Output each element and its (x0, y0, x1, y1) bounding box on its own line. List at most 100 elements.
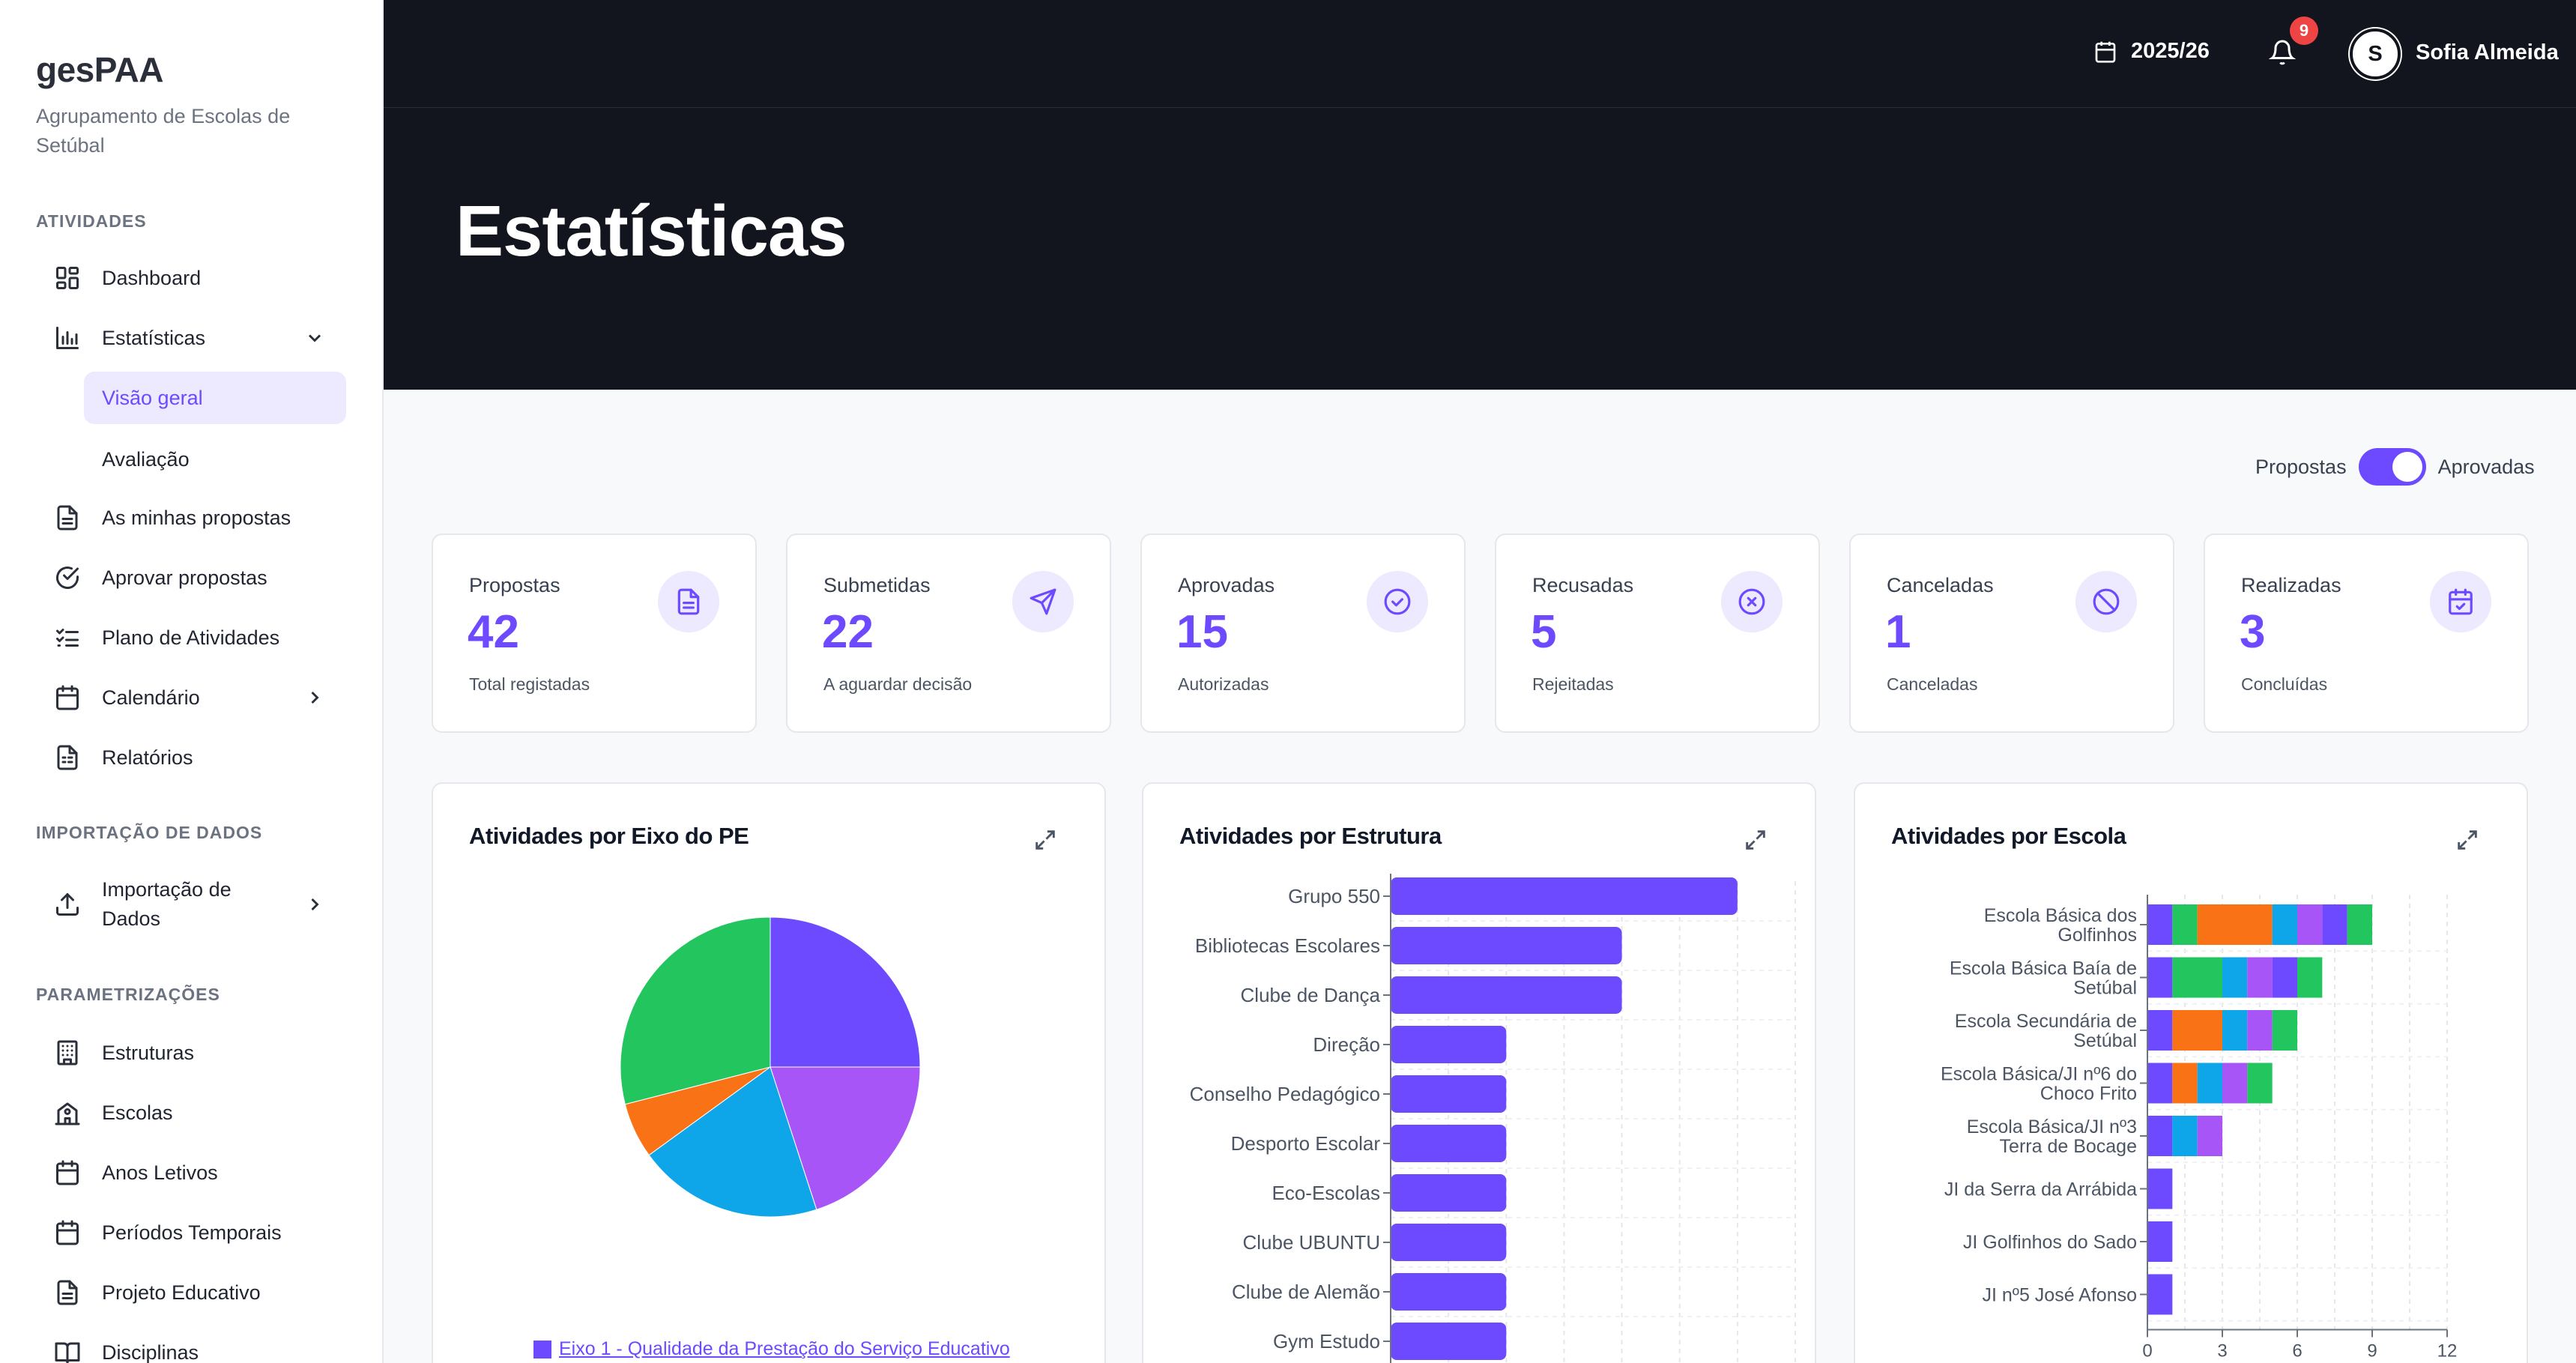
tick-label: Escola Básica dos Golfinhos (1984, 905, 2137, 946)
chevron-right-icon[interactable] (304, 687, 325, 708)
tick-label: JI nº5 José Afonso (1983, 1285, 2137, 1306)
tick-label: Conselho Pedagógico (1190, 1083, 1380, 1105)
report-icon (52, 743, 82, 773)
sidebar-item-importacao[interactable]: Importação de Dados (52, 863, 346, 946)
bar-segment[interactable] (2272, 957, 2297, 998)
user-name[interactable]: Sofia Almeida (2416, 40, 2559, 64)
bar[interactable] (1391, 1026, 1507, 1063)
section-title-parametrizacoes: PARAMETRIZAÇÕES (36, 985, 220, 1004)
bar-segment[interactable] (2197, 1063, 2222, 1104)
bar-segment[interactable] (2347, 904, 2372, 945)
toggle-right-label: Aprovadas (2437, 455, 2535, 478)
bar-segment[interactable] (2147, 957, 2173, 998)
pie-slice-1[interactable] (770, 1066, 921, 1210)
sidebar-subitem-avaliacao[interactable]: Avaliação (102, 447, 190, 471)
sidebar-item-plano-atividades[interactable]: Plano de Atividades (52, 613, 346, 662)
book-icon (52, 1338, 82, 1363)
sidebar-item-label: Estruturas (102, 1041, 195, 1064)
stat-card-realizadas: Realizadas 3 Concluídas (2204, 534, 2529, 733)
sidebar-item-minhas-propostas[interactable]: As minhas propostas (52, 493, 346, 543)
bar-segment[interactable] (2247, 1063, 2273, 1104)
bar-segment[interactable] (2172, 1116, 2198, 1156)
notifications-button[interactable] (2268, 39, 2299, 69)
sidebar-item-projeto-educativo[interactable]: Projeto Educativo (52, 1268, 346, 1317)
toggle-switch[interactable] (2358, 448, 2426, 486)
sidebar-item-calendario[interactable]: Calendário (52, 673, 346, 722)
bar[interactable] (1391, 877, 1738, 915)
sidebar-item-aprovar-propostas[interactable]: Aprovar propostas (52, 553, 346, 602)
bar[interactable] (1391, 1224, 1507, 1261)
bar-segment[interactable] (2147, 904, 2173, 945)
bar-segment[interactable] (2272, 1010, 2297, 1051)
bar-segment[interactable] (2172, 904, 2198, 945)
avatar[interactable]: S (2350, 28, 2401, 79)
brand-logo[interactable]: gesPAA (36, 50, 163, 89)
sidebar-item-periodos-temporais[interactable]: Períodos Temporais (52, 1208, 346, 1257)
section-title-importacao: IMPORTAÇÃO DE DADOS (36, 823, 263, 842)
bar[interactable] (1391, 976, 1622, 1014)
bar-segment[interactable] (2147, 1010, 2173, 1051)
chart-card-eixo: Atividades por Eixo do PE Eixo 1 - Quali… (432, 782, 1106, 1363)
stat-value: 42 (468, 606, 519, 658)
chevron-right-icon[interactable] (304, 894, 325, 915)
sidebar-item-dashboard[interactable]: Dashboard (52, 253, 346, 303)
sidebar-item-label: Calendário (102, 686, 200, 709)
bar-segment[interactable] (2272, 904, 2297, 945)
bar-segment[interactable] (2197, 1116, 2222, 1156)
bar[interactable] (1391, 1174, 1507, 1212)
bar[interactable] (1391, 1125, 1507, 1162)
bar-segment[interactable] (2247, 1010, 2273, 1051)
legend-item[interactable]: Eixo 1 - Qualidade da Prestação do Servi… (533, 1338, 1010, 1360)
bar-segment[interactable] (2247, 957, 2273, 998)
bar-segment[interactable] (2297, 957, 2323, 998)
pie-slice-4[interactable] (620, 916, 771, 1105)
sidebar-item-label: Plano de Atividades (102, 626, 280, 649)
stat-label: Canceladas (1887, 574, 1994, 596)
expand-icon[interactable] (2455, 827, 2480, 853)
sidebar-item-escolas[interactable]: Escolas (52, 1088, 346, 1137)
bar-segment[interactable] (2322, 904, 2347, 945)
bar[interactable] (1391, 1075, 1507, 1113)
bar-chart-icon (52, 323, 82, 353)
bar-segment[interactable] (2172, 957, 2222, 998)
bar-segment[interactable] (2147, 1063, 2173, 1104)
notification-badge: 9 (2290, 16, 2318, 45)
bar-segment[interactable] (2222, 1010, 2248, 1051)
tick-label: Clube de Dança (1241, 984, 1381, 1006)
sidebar-item-disciplinas[interactable]: Disciplinas (52, 1328, 346, 1363)
bar-segment[interactable] (2147, 1221, 2173, 1262)
bar-segment[interactable] (2172, 1010, 2222, 1051)
expand-icon[interactable] (1743, 827, 1768, 853)
tick-label: Eco-Escolas (1272, 1182, 1381, 1204)
sidebar-subitem-visao-geral[interactable]: Visão geral (84, 372, 346, 424)
sidebar-item-label: Escolas (102, 1101, 173, 1124)
bar-segment[interactable] (2147, 1274, 2173, 1315)
stat-label: Propostas (469, 574, 560, 596)
bar-segment[interactable] (2222, 957, 2248, 998)
pie-slice-0[interactable] (770, 916, 921, 1068)
sidebar-item-estruturas[interactable]: Estruturas (52, 1028, 346, 1078)
pie-slice-2[interactable] (648, 1066, 817, 1218)
proposal-state-toggle: Propostas Aprovadas (2255, 448, 2535, 486)
bar-segment[interactable] (2297, 904, 2323, 945)
bar-segment[interactable] (2147, 1116, 2173, 1156)
toggle-left-label: Propostas (2255, 455, 2347, 478)
bar-segment[interactable] (2197, 904, 2273, 945)
sidebar-item-label: Dashboard (102, 266, 202, 289)
bar-segment[interactable] (2172, 1063, 2198, 1104)
sidebar-item-anos-letivos[interactable]: Anos Letivos (52, 1148, 346, 1197)
school-year-selector[interactable]: 2025/26 (2093, 39, 2210, 64)
bar[interactable] (1391, 1273, 1507, 1311)
bar[interactable] (1391, 1323, 1507, 1360)
page-title: Estatísticas (456, 191, 847, 271)
sidebar-item-label: Projeto Educativo (102, 1281, 261, 1304)
bar[interactable] (1391, 927, 1622, 964)
sidebar-item-relatorios[interactable]: Relatórios (52, 733, 346, 782)
bar-segment[interactable] (2222, 1063, 2248, 1104)
expand-icon[interactable] (1032, 827, 1058, 853)
sidebar-item-estatisticas[interactable]: Estatísticas (52, 313, 346, 363)
x-tick-label: 3 (2217, 1341, 2227, 1362)
x-tick-label: 6 (2292, 1341, 2302, 1362)
bar-segment[interactable] (2147, 1168, 2173, 1209)
chevron-down-icon[interactable] (304, 327, 325, 348)
